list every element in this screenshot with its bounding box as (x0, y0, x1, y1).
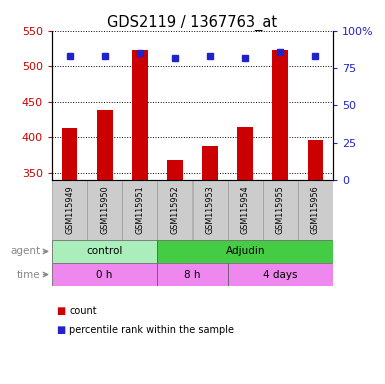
Bar (202, 146, 218, 180)
Text: count: count (69, 306, 97, 316)
Bar (132, 50, 148, 180)
Bar (273, 50, 288, 180)
Bar (157, 240, 333, 263)
Text: Adjudin: Adjudin (226, 247, 265, 257)
Text: GSM115955: GSM115955 (276, 185, 285, 234)
Text: GSM115950: GSM115950 (100, 186, 109, 234)
Text: GSM115953: GSM115953 (206, 186, 214, 234)
Text: GSM115949: GSM115949 (65, 186, 74, 234)
Title: GDS2119 / 1367763_at: GDS2119 / 1367763_at (107, 15, 278, 31)
Bar (97, 111, 112, 180)
Text: GSM115952: GSM115952 (171, 185, 179, 234)
Bar (52, 240, 157, 263)
Text: control: control (87, 247, 123, 257)
Text: GSM115956: GSM115956 (311, 186, 320, 234)
Bar (308, 139, 323, 180)
Text: time: time (17, 270, 40, 280)
Bar (192, 180, 228, 240)
Text: agent: agent (10, 247, 40, 257)
Bar (228, 263, 333, 286)
Bar (263, 180, 298, 240)
Bar (157, 180, 192, 240)
Bar (52, 263, 157, 286)
Text: 0 h: 0 h (97, 270, 113, 280)
Text: ■: ■ (56, 325, 65, 335)
Bar (122, 180, 157, 240)
Bar (237, 127, 253, 180)
Text: GSM115951: GSM115951 (135, 186, 144, 234)
Text: 8 h: 8 h (184, 270, 201, 280)
Text: ■: ■ (56, 306, 65, 316)
Bar (157, 263, 228, 286)
Text: 4 days: 4 days (263, 270, 298, 280)
Bar (167, 160, 183, 180)
Bar (52, 180, 87, 240)
Text: GSM115954: GSM115954 (241, 186, 250, 234)
Bar (298, 180, 333, 240)
Bar (228, 180, 263, 240)
Bar (62, 128, 77, 180)
Bar (87, 180, 122, 240)
Text: percentile rank within the sample: percentile rank within the sample (69, 325, 234, 335)
